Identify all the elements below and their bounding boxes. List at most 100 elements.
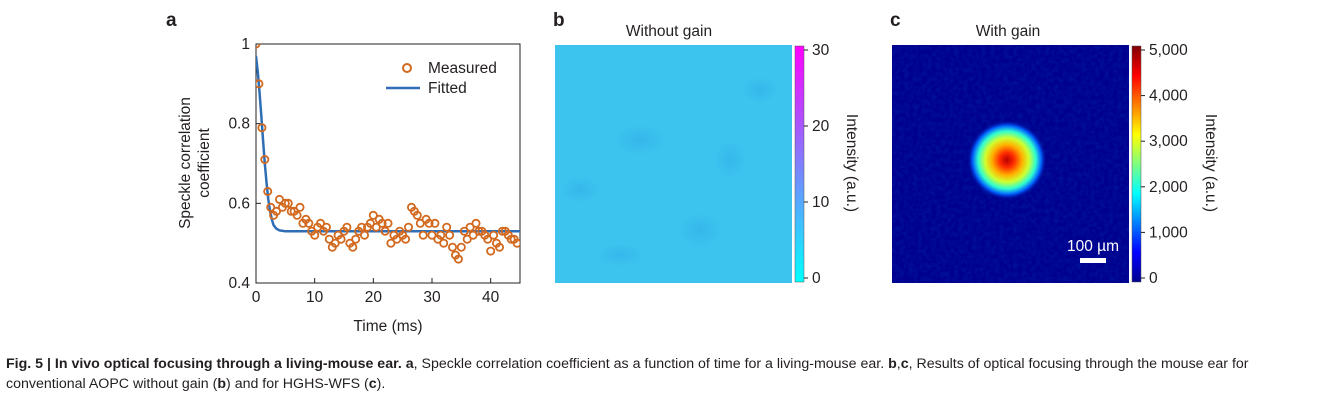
x-tick-label: 20: [365, 289, 383, 306]
measured-point: [474, 226, 484, 236]
panel-a-ylabel-line1: Speckle correlation: [177, 97, 194, 229]
caption-end-text: ).: [376, 376, 386, 392]
measured-point: [439, 238, 449, 248]
figure-canvas: a 0 10 20 30 40 0.4 0.6 0.8 1 Measured Fitted Ti…: [166, 10, 1219, 335]
heatmap-b-texture: [714, 140, 746, 180]
caption-bc-text: , Results of optical focusing through th…: [6, 356, 1249, 392]
measured-point: [295, 202, 305, 212]
measured-point: [418, 230, 428, 240]
measured-point: [415, 218, 425, 228]
colorbar-tick-label: 5,000: [1149, 42, 1188, 59]
measured-point: [257, 123, 267, 133]
colorbar-c: [1131, 45, 1142, 283]
heatmap-without-gain: [555, 45, 792, 283]
caption-comma: ,: [896, 356, 901, 372]
measured-point: [368, 210, 378, 220]
heatmap-with-gain: 100 µm: [892, 45, 1129, 283]
measured-point: [283, 198, 293, 208]
measured-point: [324, 234, 334, 244]
measured-point: [365, 218, 375, 228]
panel-b-label: b: [553, 10, 565, 31]
measured-point: [286, 206, 296, 216]
measured-point: [348, 242, 358, 252]
legend-measured-marker: [402, 63, 412, 73]
measured-point: [471, 218, 481, 228]
x-tick-label: 40: [482, 289, 500, 306]
measured-point: [445, 230, 455, 240]
measured-point: [430, 218, 440, 228]
fitted-series: [256, 55, 520, 233]
measured-point: [386, 238, 396, 248]
colorbar-tick-label: 0: [812, 270, 821, 287]
measured-point: [351, 234, 361, 244]
caption-a-text: , Speckle correlation coefficient as a f…: [413, 356, 889, 372]
panel-a-ticks: 0 10 20 30 40 0.4 0.6 0.8 1: [228, 36, 499, 306]
measured-point: [506, 234, 516, 244]
colorbar-tick-label: 4,000: [1149, 88, 1188, 105]
y-tick-label: 1: [241, 36, 250, 53]
measured-point: [330, 238, 340, 248]
measured-point: [453, 254, 463, 264]
colorbar-tick-label: 1,000: [1149, 224, 1188, 241]
caption-c-ref-inline: c: [368, 376, 377, 392]
colorbar-b-ticks: 0 10 20 30: [804, 42, 830, 287]
measured-point: [263, 186, 273, 196]
measured-point: [459, 226, 469, 236]
measured-point: [427, 230, 437, 240]
measured-point: [403, 222, 413, 232]
colorbar-tick-label: 20: [812, 118, 830, 135]
legend-measured-label: Measured: [428, 60, 497, 77]
measured-point: [436, 230, 446, 240]
measured-series: [256, 44, 520, 264]
measured-point: [442, 222, 452, 232]
colorbar-c-ticks: 0 1,000 2,000 3,000 4,000 5,000: [1141, 42, 1188, 287]
measured-point: [310, 230, 320, 240]
measured-point: [266, 202, 276, 212]
measured-point: [447, 242, 457, 252]
measured-point: [321, 222, 331, 232]
y-tick-label: 0.4: [228, 275, 250, 292]
caption-a-ref: a: [405, 356, 414, 372]
measured-point: [424, 218, 434, 228]
measured-point: [357, 222, 367, 232]
x-tick-label: 30: [423, 289, 441, 306]
scalebar-label: 100 µm: [1067, 238, 1119, 255]
measured-point: [483, 234, 493, 244]
measured-point: [456, 242, 466, 252]
measured-point: [392, 234, 402, 244]
caption-fig-label: Fig. 5 |: [6, 356, 55, 372]
measured-point: [486, 246, 496, 256]
x-tick-label: 0: [252, 289, 261, 306]
colorbar-tick-label: 3,000: [1149, 133, 1188, 150]
measured-point: [401, 234, 411, 244]
measured-point: [292, 210, 302, 220]
measured-point: [489, 230, 499, 240]
measured-point: [256, 44, 261, 49]
panel-a-legend: Measured Fitted: [386, 60, 497, 97]
panel-b-title: Without gain: [626, 23, 712, 40]
heatmap-b-texture: [596, 243, 644, 267]
panel-a-label: a: [166, 10, 177, 31]
heatmap-b-texture: [742, 76, 778, 104]
panel-a-xlabel: Time (ms): [353, 318, 422, 335]
colorbar-c-label: Intensity (a.u.): [1202, 114, 1219, 212]
measured-point: [336, 234, 346, 244]
caption-b-ref: b: [888, 356, 897, 372]
measured-point: [315, 218, 325, 228]
measured-point: [256, 79, 264, 89]
measured-point: [497, 226, 507, 236]
measured-point: [377, 218, 387, 228]
y-tick-label: 0.8: [228, 116, 250, 133]
measured-point: [304, 218, 314, 228]
figure-caption: Fig. 5 | In vivo optical focusing throug…: [6, 354, 1332, 394]
measured-point: [359, 230, 369, 240]
scalebar: [1080, 258, 1106, 263]
caption-title: In vivo optical focusing through a livin…: [54, 356, 402, 372]
caption-c-ref: c: [900, 356, 909, 372]
fitted-line: [256, 55, 520, 233]
measured-point: [512, 238, 520, 248]
colorbar-tick-label: 0: [1149, 270, 1158, 287]
measured-point: [412, 210, 422, 220]
heatmap-b-texture: [678, 212, 722, 248]
focus-spot: [967, 120, 1047, 200]
